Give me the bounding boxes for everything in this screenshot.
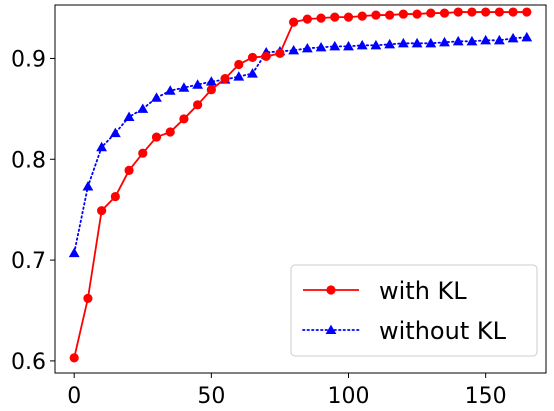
y-tick-label: 0.9 xyxy=(11,47,46,72)
data-point xyxy=(110,191,120,202)
data-point xyxy=(521,31,533,42)
legend-entry: with KL xyxy=(303,277,467,305)
data-point xyxy=(96,141,108,152)
data-point xyxy=(508,7,518,17)
data-point xyxy=(398,9,408,19)
data-point xyxy=(439,8,450,18)
data-point xyxy=(165,127,175,137)
data-point xyxy=(357,11,367,21)
data-point xyxy=(480,34,492,45)
legend-box xyxy=(290,264,538,357)
data-point xyxy=(192,79,204,89)
data-point xyxy=(467,7,477,17)
legend-label: without KL xyxy=(379,317,507,345)
data-point xyxy=(384,38,396,49)
data-point xyxy=(425,37,437,48)
data-point xyxy=(343,40,354,51)
data-point xyxy=(206,85,216,95)
data-point xyxy=(82,181,94,191)
data-point xyxy=(370,39,382,50)
data-point xyxy=(493,34,505,45)
data-point xyxy=(137,103,149,113)
data-point xyxy=(289,17,299,27)
data-point xyxy=(507,32,519,43)
data-point xyxy=(275,48,285,58)
plot-frame xyxy=(54,4,547,374)
data-point xyxy=(69,353,79,363)
legend-entry: without KL xyxy=(302,317,507,345)
data-point xyxy=(247,52,258,63)
data-point xyxy=(138,148,148,158)
x-tick-label: 100 xyxy=(328,384,370,409)
data-point xyxy=(151,92,162,102)
data-point xyxy=(315,41,327,52)
data-point xyxy=(261,51,271,62)
data-point xyxy=(97,206,107,216)
data-point xyxy=(123,111,135,121)
data-point xyxy=(316,13,326,23)
data-point xyxy=(494,7,504,17)
legend: with KL without KL xyxy=(290,264,538,357)
data-point xyxy=(83,293,93,303)
data-point xyxy=(411,37,423,48)
data-point xyxy=(179,114,189,124)
data-point xyxy=(330,12,340,22)
data-point xyxy=(288,44,300,55)
x-tick-label: 50 xyxy=(197,384,225,409)
data-point xyxy=(302,14,312,24)
data-point xyxy=(412,9,422,19)
y-tick-label: 0.8 xyxy=(11,148,46,173)
data-point xyxy=(151,132,162,142)
series-line xyxy=(73,36,528,254)
data-point xyxy=(109,127,121,138)
y-tick-label: 0.7 xyxy=(11,249,46,274)
data-point xyxy=(481,7,491,17)
data-point xyxy=(124,165,134,175)
legend-marker xyxy=(325,324,337,335)
data-point xyxy=(522,7,532,17)
data-point xyxy=(453,7,463,17)
data-point xyxy=(466,35,478,46)
legend-label: with KL xyxy=(379,277,467,305)
plot-area xyxy=(68,7,533,363)
x-tick-label: 150 xyxy=(465,384,507,409)
data-point xyxy=(247,68,258,78)
data-point xyxy=(178,82,190,92)
data-point xyxy=(439,36,450,47)
series-without-kl xyxy=(68,31,533,258)
data-point xyxy=(371,10,381,20)
data-point xyxy=(385,10,395,20)
data-point xyxy=(68,247,80,258)
data-point xyxy=(397,37,409,48)
data-point xyxy=(426,8,436,18)
data-point xyxy=(234,59,244,70)
data-point xyxy=(329,40,341,51)
y-tick-label: 0.6 xyxy=(11,350,46,375)
series-with-kl xyxy=(69,7,532,363)
series-line xyxy=(73,11,527,359)
axes: 0 50 100 150 0.6 0.7 0.8 0.9 xyxy=(11,4,547,409)
data-point xyxy=(205,76,217,86)
data-point xyxy=(220,74,230,84)
legend-marker xyxy=(326,285,336,295)
data-point xyxy=(356,39,368,50)
data-point xyxy=(193,100,203,110)
data-point xyxy=(233,71,245,81)
data-point xyxy=(164,85,176,95)
data-point xyxy=(452,35,464,46)
data-point xyxy=(301,42,313,53)
x-tick-label: 0 xyxy=(67,384,81,409)
data-point xyxy=(343,12,354,22)
